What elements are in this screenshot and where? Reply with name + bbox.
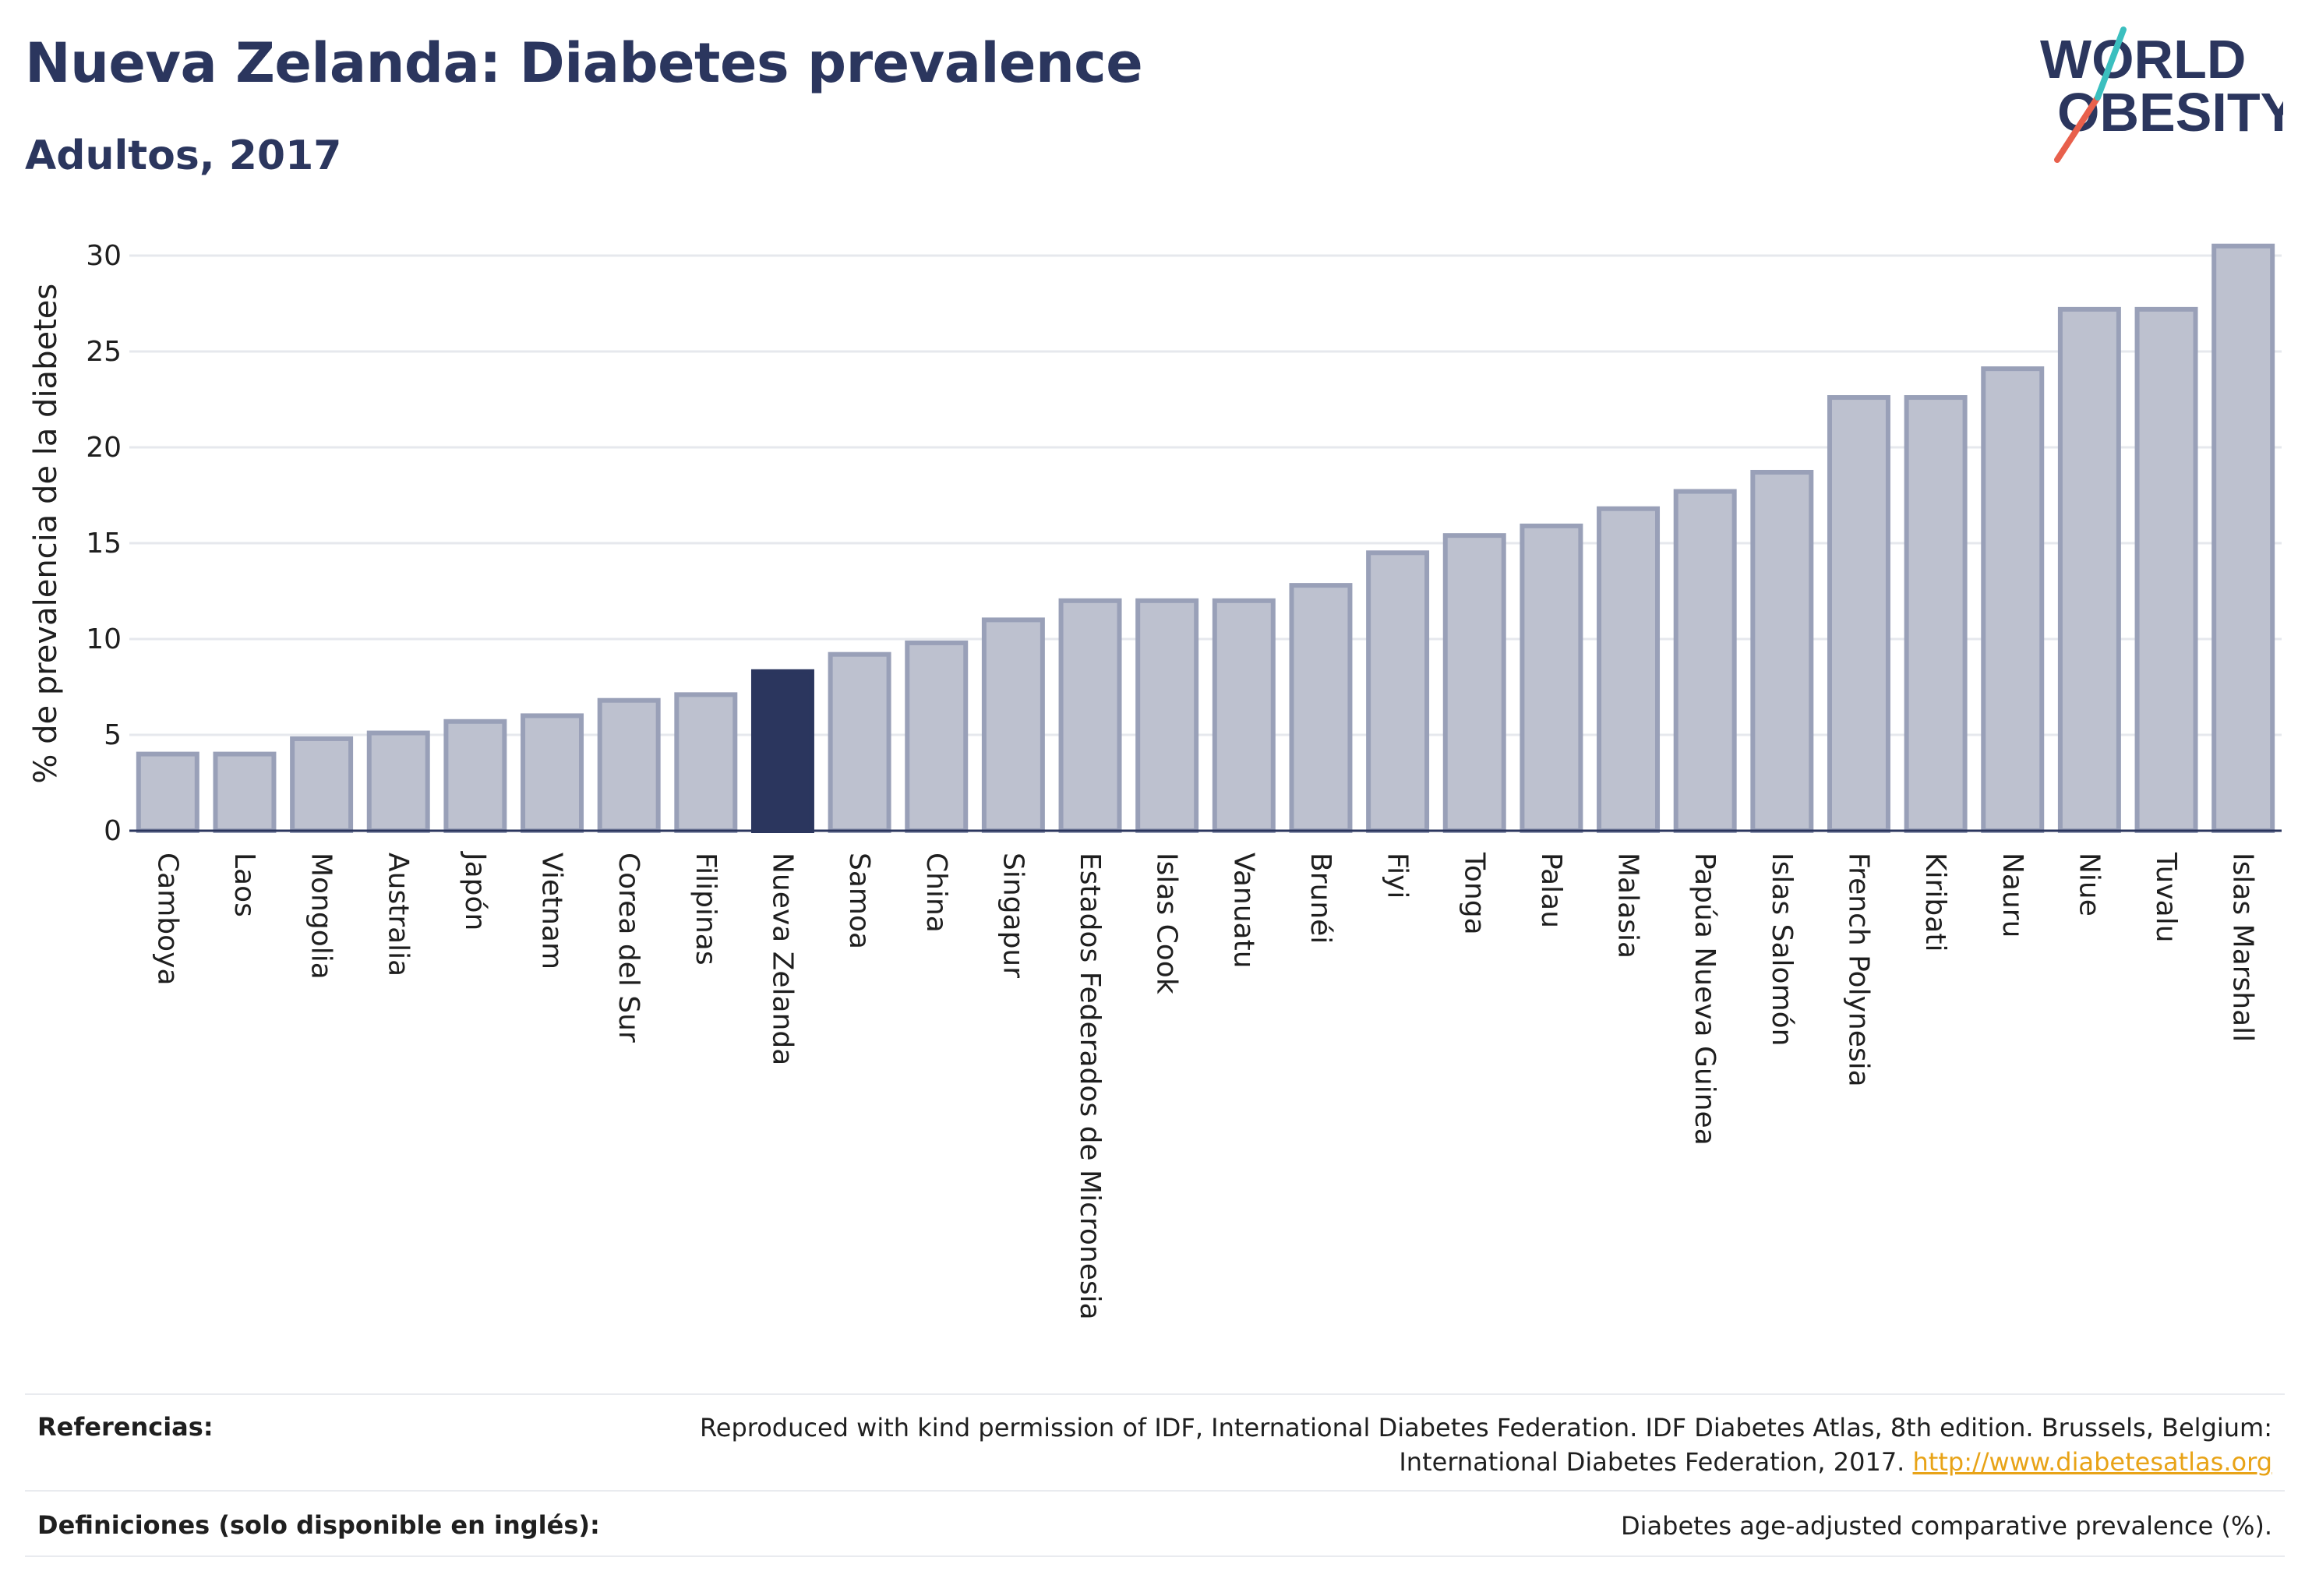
x-tick-label: Estados Federados de Micronesia bbox=[1074, 853, 1106, 1320]
x-tick-label: Mongolia bbox=[305, 853, 337, 980]
bar-21 bbox=[1750, 469, 1814, 833]
bar-9 bbox=[828, 651, 891, 833]
y-tick-label: 20 bbox=[86, 432, 122, 464]
references-link[interactable]: http://www.diabetesatlas.org bbox=[1912, 1447, 2272, 1477]
logo-line2: OBESITY bbox=[2057, 82, 2283, 143]
bar-26 bbox=[2134, 306, 2198, 833]
x-tick-label: Laos bbox=[228, 853, 260, 917]
x-tick-label: Islas Marshall bbox=[2227, 853, 2259, 1042]
page-title: Nueva Zelanda: Diabetes prevalence bbox=[25, 31, 1143, 95]
world-obesity-logo: WORLD OBESITY bbox=[2040, 26, 2283, 163]
bar-22 bbox=[1827, 395, 1890, 834]
references-line2: International Diabetes Federation, 2017. bbox=[1399, 1447, 1905, 1477]
x-tick-label: Papúa Nueva Guinea bbox=[1689, 853, 1721, 1146]
x-tick-label: Corea del Sur bbox=[612, 853, 644, 1043]
x-tick-label: Tuvalu bbox=[2150, 852, 2182, 943]
bar-7 bbox=[674, 692, 738, 834]
x-tick-label: Australia bbox=[382, 853, 414, 976]
references-label: Referencias: bbox=[37, 1412, 214, 1442]
x-tick-label: Camboya bbox=[151, 853, 183, 986]
x-tick-label: Islas Salomón bbox=[1766, 853, 1798, 1046]
logo-slash-red bbox=[2054, 94, 2101, 163]
y-axis-label: % de prevalencia de la diabetes bbox=[28, 284, 64, 784]
x-tick-label: Palau bbox=[1535, 853, 1567, 928]
y-tick-label: 30 bbox=[86, 240, 122, 272]
bar-12 bbox=[1058, 598, 1122, 833]
y-tick-label: 15 bbox=[86, 528, 122, 560]
bar-10 bbox=[905, 640, 969, 833]
footer-divider-top bbox=[25, 1393, 2285, 1395]
bar-16 bbox=[1366, 550, 1430, 833]
x-tick-label: Islas Cook bbox=[1151, 853, 1183, 994]
bar-23 bbox=[1904, 395, 1968, 834]
bar-0 bbox=[136, 751, 199, 833]
bar-11 bbox=[981, 617, 1045, 834]
y-tick-label: 5 bbox=[104, 719, 122, 751]
bar-3 bbox=[366, 730, 430, 833]
bar-1 bbox=[213, 751, 277, 833]
references-text: Reproduced with kind permission of IDF, … bbox=[700, 1411, 2272, 1479]
y-tick-label: 10 bbox=[86, 623, 122, 655]
x-tick-label: Filipinas bbox=[690, 853, 722, 966]
references-line2-wrap: International Diabetes Federation, 2017.… bbox=[700, 1445, 2272, 1479]
bar-4 bbox=[443, 719, 507, 834]
footer-references: Referencias: Reproduced with kind permis… bbox=[25, 1411, 2285, 1496]
definitions-text: Diabetes age-adjusted comparative preval… bbox=[1621, 1511, 2272, 1541]
bar-27 bbox=[2211, 243, 2275, 833]
x-tick-label: Singapur bbox=[997, 853, 1029, 978]
bar-17 bbox=[1442, 533, 1506, 833]
x-tick-label: Nueva Zelanda bbox=[766, 853, 798, 1065]
bar-13 bbox=[1135, 598, 1199, 833]
x-tick-label: French Polynesia bbox=[1842, 853, 1874, 1087]
bar-24 bbox=[1981, 366, 2045, 833]
bar-5 bbox=[521, 713, 584, 834]
bar-25 bbox=[2057, 306, 2121, 833]
footer-divider-middle bbox=[25, 1490, 2285, 1492]
bar-6 bbox=[597, 697, 661, 833]
x-tick-label: Niue bbox=[2073, 853, 2105, 916]
page-subtitle: Adultos, 2017 bbox=[25, 132, 342, 179]
footer-definitions: Definiciones (solo disponible en inglés)… bbox=[25, 1509, 2285, 1548]
logo-line1: WORLD bbox=[2040, 29, 2246, 90]
x-tick-label: Samoa bbox=[843, 853, 875, 949]
x-tick-label: Japón bbox=[459, 851, 491, 930]
logo-slash-teal bbox=[2095, 26, 2127, 101]
x-tick-label: Tonga bbox=[1458, 852, 1490, 935]
x-tick-label: Fiyi bbox=[1382, 853, 1414, 899]
bar-18 bbox=[1520, 523, 1583, 833]
bar-20 bbox=[1673, 489, 1737, 833]
bar-8 bbox=[750, 669, 814, 833]
definitions-label: Definiciones (solo disponible en inglés)… bbox=[37, 1510, 600, 1540]
bar-2 bbox=[290, 736, 354, 833]
x-tick-label: Vietnam bbox=[536, 853, 568, 969]
bar-chart: 0 5 10 15 20 25 30 % de prevalencia de la diabe… bbox=[28, 240, 2282, 1320]
x-tick-label: Vanuatu bbox=[1227, 853, 1259, 969]
x-tick-label: Brunéi bbox=[1304, 853, 1336, 944]
x-tick-label: Malasia bbox=[1612, 853, 1644, 959]
bar-15 bbox=[1289, 583, 1353, 833]
y-tick-label: 0 bbox=[104, 815, 122, 847]
x-tick-label: Nauru bbox=[1996, 853, 2028, 937]
x-tick-label: China bbox=[920, 853, 952, 933]
y-tick-label: 25 bbox=[86, 336, 122, 368]
bar-14 bbox=[1212, 598, 1276, 833]
x-tick-label: Kiribati bbox=[1919, 853, 1951, 952]
bar-19 bbox=[1597, 506, 1661, 833]
references-line1: Reproduced with kind permission of IDF, … bbox=[699, 1413, 2272, 1442]
footer-divider-bottom bbox=[25, 1555, 2285, 1557]
